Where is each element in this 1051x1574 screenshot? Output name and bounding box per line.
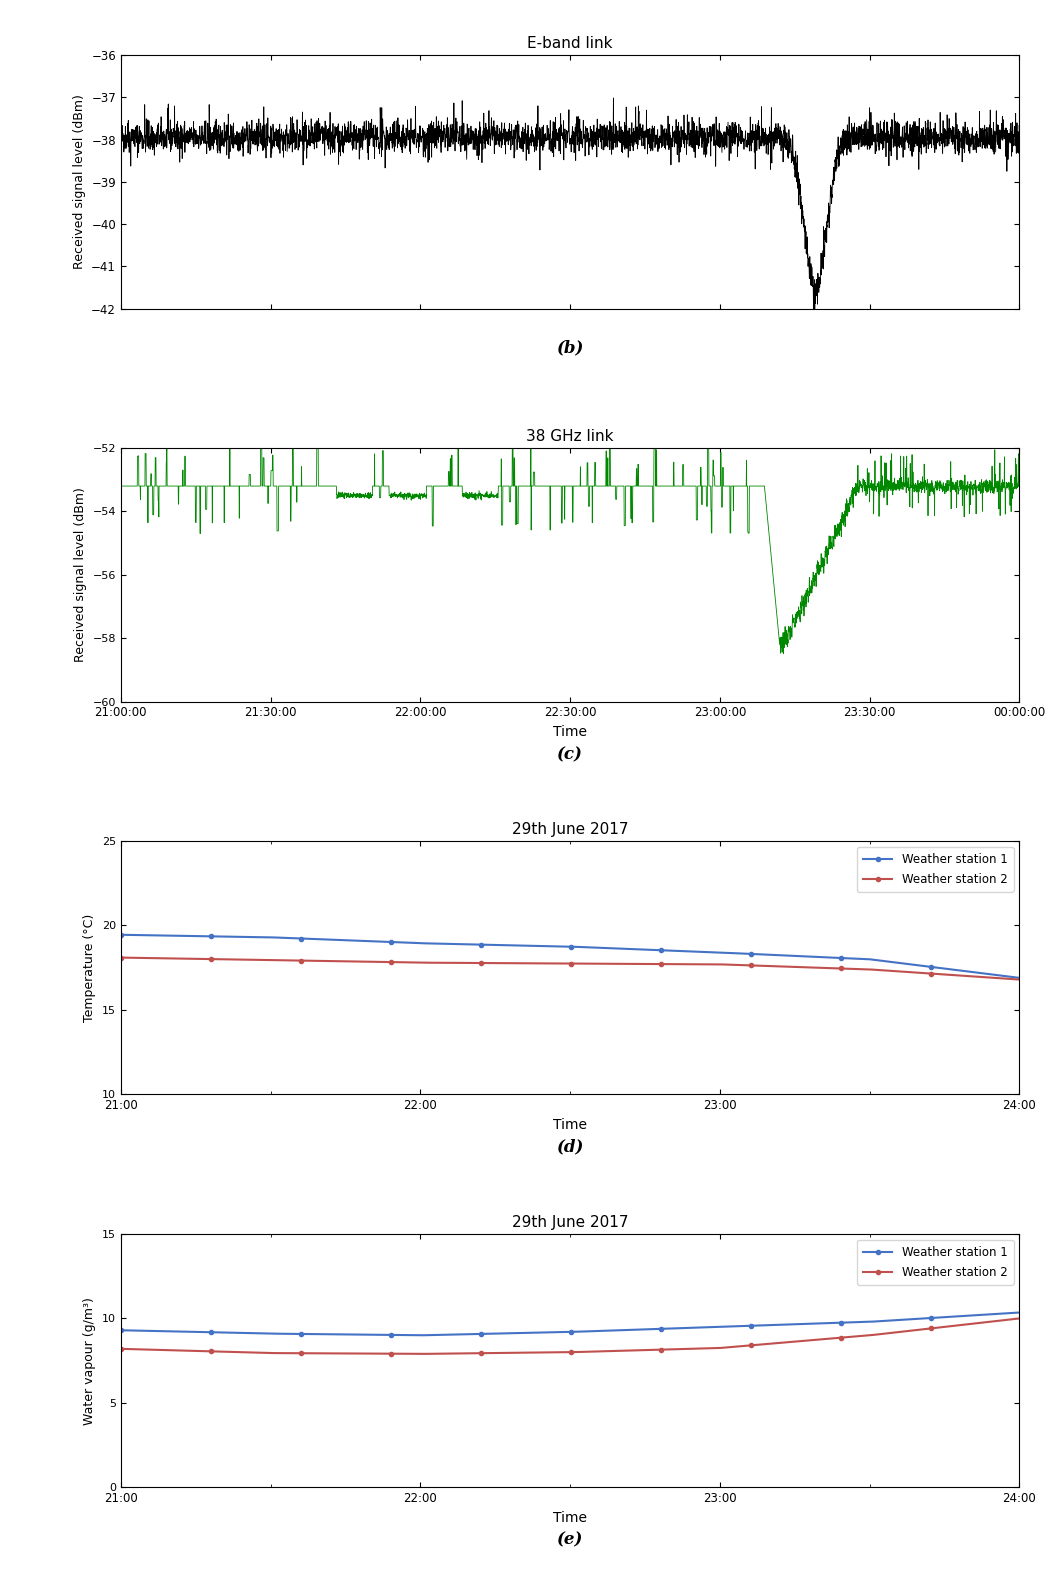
Weather station 1 [601, 938, 614, 957]
Weather station 2 [413, 1344, 426, 1363]
Weather station 1 [991, 966, 1004, 985]
Weather station 2 [993, 1311, 1006, 1330]
Title: 29th June 2017: 29th June 2017 [512, 822, 628, 837]
Weather station 2 [115, 948, 127, 966]
Weather station 1 [541, 937, 554, 955]
Weather station 2 [652, 1341, 664, 1360]
Weather station 1 [1013, 968, 1026, 987]
Text: (c): (c) [557, 746, 583, 763]
Line: Weather station 2: Weather station 2 [119, 1316, 1022, 1355]
Line: Weather station 2: Weather station 2 [119, 955, 1022, 982]
Weather station 2 [853, 1327, 866, 1346]
Weather station 1 [1013, 1303, 1026, 1322]
Legend: Weather station 1, Weather station 2: Weather station 1, Weather station 2 [857, 1240, 1013, 1284]
Line: Weather station 1: Weather station 1 [119, 1311, 1022, 1338]
Weather station 1 [993, 1305, 1006, 1324]
Weather station 2 [547, 954, 559, 973]
Text: (d): (d) [556, 1140, 584, 1155]
Weather station 1 [853, 1313, 866, 1332]
Weather station 2 [1013, 970, 1026, 988]
Legend: Weather station 1, Weather station 2: Weather station 1, Weather station 2 [857, 847, 1013, 892]
Weather station 2 [851, 960, 864, 979]
Y-axis label: Received signal level (dBm): Received signal level (dBm) [74, 488, 87, 663]
Weather station 1 [602, 1321, 615, 1339]
X-axis label: Time: Time [553, 1118, 588, 1132]
Weather station 1 [413, 1325, 426, 1344]
Weather station 1 [549, 1322, 561, 1341]
Weather station 2 [602, 1341, 615, 1360]
Text: (b): (b) [556, 338, 584, 356]
Weather station 1 [650, 941, 662, 960]
Title: 38 GHz link: 38 GHz link [527, 430, 614, 444]
Weather station 2 [991, 968, 1004, 987]
Weather station 1 [115, 926, 127, 944]
Title: 29th June 2017: 29th June 2017 [512, 1215, 628, 1229]
Weather station 2 [1013, 1310, 1026, 1328]
Text: (e): (e) [557, 1532, 583, 1549]
Weather station 2 [601, 954, 614, 973]
Y-axis label: Received signal level (dBm): Received signal level (dBm) [73, 94, 85, 269]
Weather station 2 [543, 1343, 556, 1362]
Weather station 2 [541, 954, 554, 973]
X-axis label: Time: Time [553, 726, 588, 738]
Weather station 1 [851, 949, 864, 968]
Weather station 1 [652, 1319, 664, 1338]
Weather station 2 [549, 1343, 561, 1362]
Weather station 1 [543, 1324, 556, 1343]
Weather station 1 [547, 937, 559, 955]
Weather station 2 [650, 954, 662, 973]
Weather station 2 [115, 1339, 127, 1358]
X-axis label: Time: Time [553, 1511, 588, 1525]
Y-axis label: Temperature (°C): Temperature (°C) [83, 913, 97, 1022]
Y-axis label: Water vapour (g/m³): Water vapour (g/m³) [83, 1297, 97, 1424]
Title: E-band link: E-band link [528, 36, 613, 50]
Weather station 1 [115, 1321, 127, 1339]
Line: Weather station 1: Weather station 1 [119, 933, 1022, 981]
